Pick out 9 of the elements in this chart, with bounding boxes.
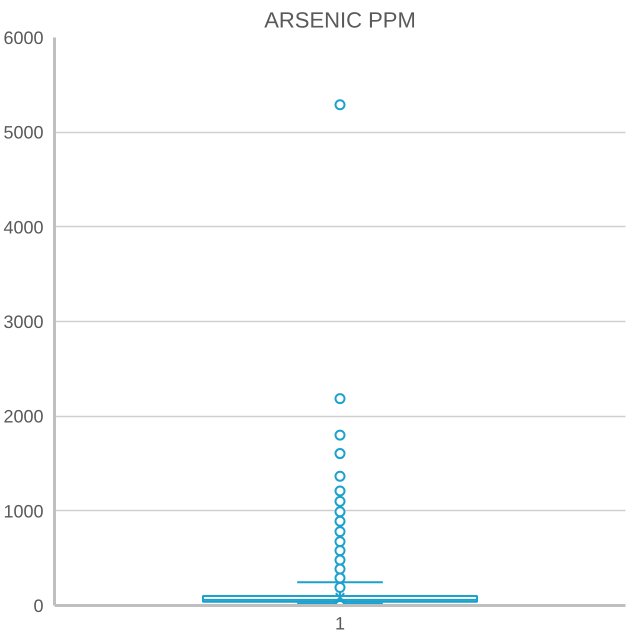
y-tick-label: 4000 [3,217,44,238]
y-tick-label: 2000 [3,406,44,427]
y-tick-label: 1000 [3,501,44,522]
x-tick-label: 1 [334,614,346,634]
y-tick-label: 5000 [3,122,44,143]
y-tick-label: 0 [33,596,44,616]
y-tick-label: 6000 [3,28,44,48]
y-tick-label: 3000 [3,312,44,332]
chart-title: ARSENIC PPM [264,8,416,32]
